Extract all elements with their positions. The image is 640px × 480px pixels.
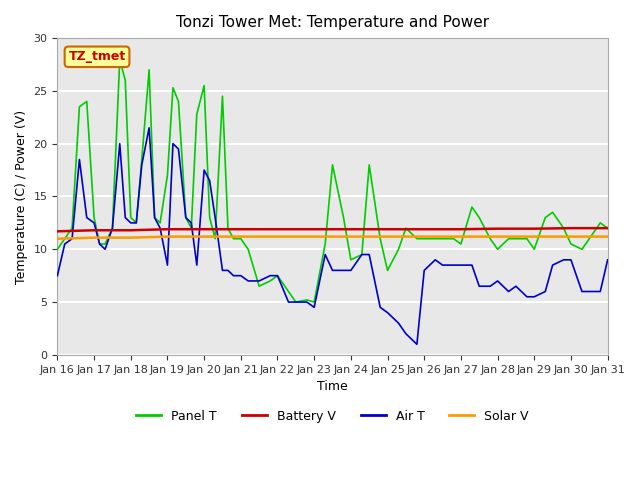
- Legend: Panel T, Battery V, Air T, Solar V: Panel T, Battery V, Air T, Solar V: [131, 405, 534, 428]
- Title: Tonzi Tower Met: Temperature and Power: Tonzi Tower Met: Temperature and Power: [176, 15, 489, 30]
- X-axis label: Time: Time: [317, 380, 348, 393]
- Y-axis label: Temperature (C) / Power (V): Temperature (C) / Power (V): [15, 109, 28, 284]
- Text: TZ_tmet: TZ_tmet: [68, 50, 125, 63]
